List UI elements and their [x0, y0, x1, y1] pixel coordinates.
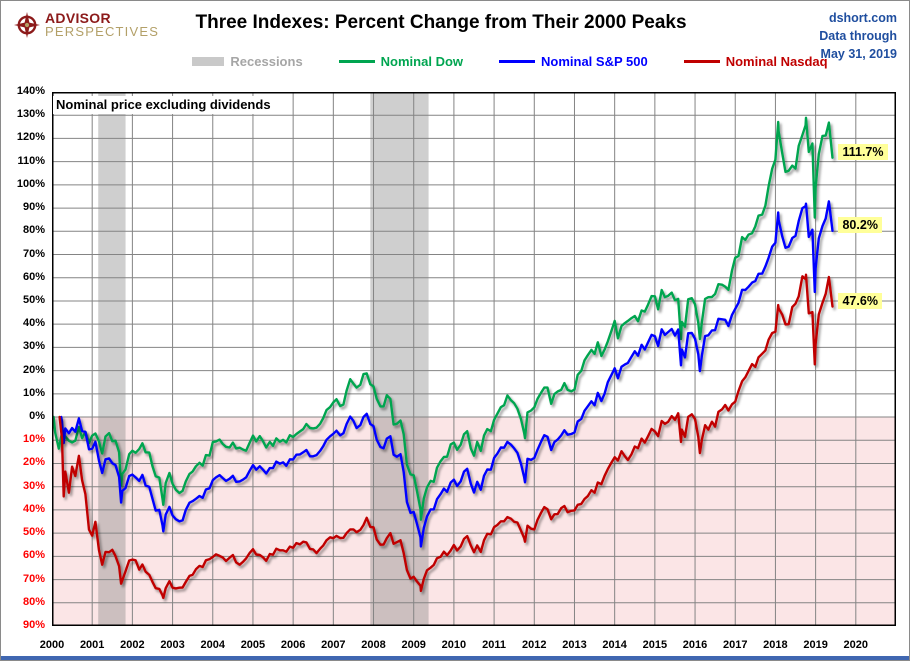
recession-swatch: [192, 57, 225, 66]
source-site: dshort.com: [828, 11, 897, 25]
y-tick-label: 30%: [22, 479, 45, 492]
y-tick-label: 80%: [22, 595, 45, 608]
y-tick-label: 110%: [17, 154, 45, 167]
y-tick-label: 100%: [16, 177, 45, 190]
legend-label-dow: Nominal Dow: [380, 54, 464, 69]
source-data-through: Data through: [819, 29, 897, 43]
x-tick-label: 2002: [120, 639, 145, 651]
x-tick-label: 2017: [722, 639, 748, 651]
series-end-label-nasdaq: 47.6%: [838, 292, 882, 309]
sp500-line-swatch: [499, 60, 536, 63]
x-tick-label: 2001: [79, 639, 105, 651]
dow-line-swatch: [338, 60, 375, 63]
y-tick-label: 70%: [22, 247, 45, 260]
y-tick-label: 140%: [16, 85, 45, 97]
nasdaq-line-swatch: [683, 60, 720, 63]
y-tick-label: 50%: [22, 293, 45, 306]
recession-band-2: [370, 92, 429, 626]
legend-item-dow: Nominal Dow: [338, 54, 464, 69]
y-tick-label: 120%: [16, 131, 45, 144]
x-tick-label: 2014: [602, 639, 627, 651]
x-tick-label: 2018: [763, 639, 788, 651]
y-tick-label: 130%: [16, 108, 45, 121]
x-tick-label: 2011: [482, 639, 507, 651]
series-line-sp500: [59, 200, 834, 548]
y-tick-label: 60%: [22, 549, 45, 562]
source-attribution: dshort.com Data through May 31, 2019: [819, 9, 897, 63]
y-tick-label: 0%: [29, 410, 45, 423]
legend-label-sp500: Nominal S&P 500: [541, 54, 648, 69]
x-tick-label: 2015: [642, 639, 668, 651]
y-tick-label: 50%: [22, 526, 45, 539]
plot-annotation: Nominal price excluding dividends: [53, 96, 281, 114]
series-line-nasdaq: [58, 273, 834, 600]
series-end-label-sp500: 80.2%: [838, 216, 882, 233]
y-tick-label: 40%: [22, 317, 45, 330]
advisor-perspectives-logo: ADVISOR PERSPECTIVES: [13, 11, 159, 39]
x-tick-label: 2016: [682, 639, 708, 651]
recession-band-1: [98, 92, 126, 626]
x-tick-label: 2000: [39, 639, 65, 651]
x-tick-label: 2013: [562, 639, 587, 651]
y-tick-label: 80%: [22, 224, 45, 237]
x-tick-label: 2010: [441, 639, 467, 651]
y-tick-label: 90%: [22, 619, 45, 631]
legend-item-nasdaq: Nominal Nasdaq: [683, 54, 828, 69]
y-tick-label: 40%: [22, 502, 45, 515]
legend-item-sp500: Nominal S&P 500: [499, 54, 648, 69]
x-tick-label: 2012: [522, 639, 547, 651]
y-tick-label: 30%: [22, 340, 45, 353]
x-tick-label: 2008: [361, 639, 386, 651]
x-tick-label: 2006: [280, 639, 306, 651]
series-end-label-dow: 111.7%: [838, 143, 888, 160]
y-tick-label: 10%: [22, 386, 45, 399]
x-tick-label: 2003: [160, 639, 185, 651]
logo-perspectives-text: PERSPECTIVES: [45, 23, 160, 39]
y-tick-label: 10%: [22, 433, 45, 446]
chart-title: Three Indexes: Percent Change from Their…: [195, 12, 687, 33]
y-tick-label: 60%: [22, 270, 45, 283]
x-tick-label: 2004: [200, 639, 225, 651]
x-tick-label: 2009: [401, 639, 426, 651]
legend-item-recessions: Recessions: [192, 54, 303, 69]
plot-area: [52, 92, 896, 626]
y-tick-label: 20%: [22, 363, 45, 376]
x-tick-label: 2005: [240, 639, 266, 651]
y-tick-label: 20%: [22, 456, 45, 469]
source-date: May 31, 2019: [820, 47, 897, 61]
x-tick-label: 2020: [843, 639, 869, 651]
legend-label-nasdaq: Nominal Nasdaq: [725, 54, 828, 69]
y-tick-label: 70%: [22, 572, 45, 585]
compass-rose-icon: [14, 12, 40, 38]
legend-label-recessions: Recessions: [230, 54, 303, 69]
series-line-dow: [52, 116, 834, 521]
chart-legend: Recessions Nominal Dow Nominal S&P 500 N…: [131, 54, 889, 69]
plot-border: [52, 92, 896, 626]
y-tick-label: 90%: [22, 201, 45, 214]
bottom-rule: [1, 656, 909, 660]
logo-advisor-text: ADVISOR: [45, 9, 111, 26]
x-tick-label: 2007: [321, 639, 346, 651]
x-tick-label: 2019: [803, 639, 828, 651]
